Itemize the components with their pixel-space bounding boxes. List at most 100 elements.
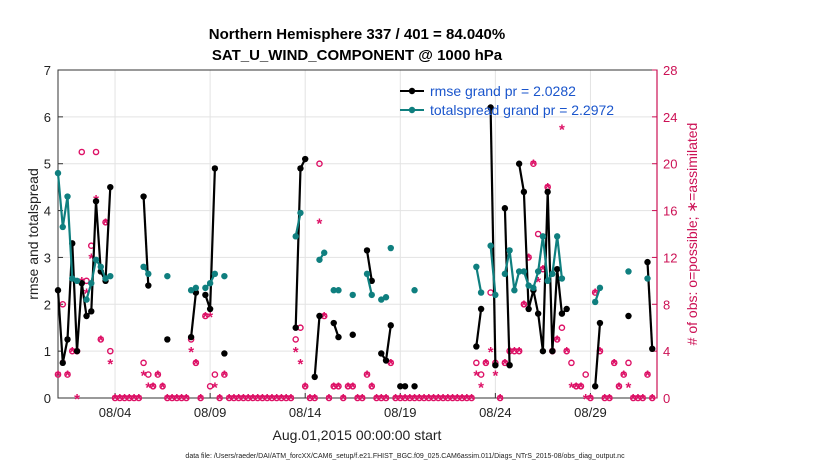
rmse-point-8-0	[330, 319, 337, 327]
spread-point-17-11	[553, 233, 561, 240]
obs-assimilated-marker-9: *	[98, 332, 104, 349]
obs-assimilated-marker-81: *	[440, 391, 446, 408]
rmse-point-12-1	[401, 383, 409, 390]
spread-point-2-0	[140, 263, 147, 270]
obs-assimilated-marker-28: *	[188, 344, 194, 361]
rmse-point-17-8	[553, 265, 561, 273]
rmse-point-4-0	[202, 291, 209, 299]
obs-assimilated-marker-56: *	[321, 309, 327, 326]
obs-assimilated-marker-15: *	[126, 391, 132, 408]
obs-assimilated-marker-43: *	[259, 391, 265, 408]
obs-possible-marker-123	[639, 394, 647, 402]
obs-assimilated-marker-52: *	[302, 379, 308, 396]
rmse-point-19-0	[625, 312, 632, 320]
obs-assimilated-marker-32: *	[207, 309, 213, 326]
rmse-point-0-1	[59, 359, 66, 367]
rmse-point-3-0	[187, 333, 195, 341]
obs-possible-marker-64	[358, 394, 366, 402]
obs-possible-marker-49	[287, 394, 295, 402]
spread-point-1-4	[102, 275, 109, 282]
rmse-point-17-6	[544, 188, 551, 196]
obs-possible-marker-118	[615, 382, 623, 390]
obs-assimilated-marker-125: *	[649, 391, 655, 408]
obs-assimilated-marker-51: *	[298, 356, 304, 373]
obs-possible-marker-29	[192, 359, 200, 367]
obs-assimilated-marker-60: *	[340, 391, 346, 408]
obs-assimilated-marker-54: *	[312, 391, 318, 408]
obs-possible-marker-117	[610, 359, 618, 367]
obs-assimilated-marker-110: *	[578, 379, 584, 396]
y-right-tick-label-5: 20	[663, 157, 677, 172]
y-axis-label: rmse and totalspread	[25, 168, 41, 300]
spread-point-17-8	[539, 233, 547, 240]
obs-possible-marker-100	[530, 160, 537, 168]
obs-assimilated-marker-77: *	[421, 391, 427, 408]
spread-point-17-9	[544, 277, 551, 285]
obs-possible-marker-108	[568, 359, 575, 367]
spread-line-11	[365, 273, 373, 296]
obs-assimilated-marker-25: *	[174, 391, 180, 408]
obs-assimilated-marker-27: *	[183, 391, 189, 408]
rmse-line-18	[594, 322, 602, 387]
obs-assimilated-marker-30: *	[198, 391, 204, 408]
obs-assimilated-marker-98: *	[521, 297, 527, 314]
obs-assimilated-marker-112: *	[588, 391, 594, 408]
obs-assimilated-marker-3: *	[69, 344, 75, 361]
obs-assimilated-marker-73: *	[402, 391, 408, 408]
obs-assimilated-marker-35: *	[221, 368, 227, 385]
rmse-point-20-0	[644, 258, 651, 266]
rmse-point-0-4	[73, 347, 81, 355]
obs-possible-marker-5	[78, 148, 86, 156]
obs-assimilated-marker-24: *	[169, 391, 175, 408]
obs-assimilated-marker-114: *	[597, 344, 603, 361]
obs-possible-marker-31	[202, 312, 209, 320]
obs-assimilated-marker-57: *	[326, 391, 332, 408]
rmse-point-0-8	[92, 198, 100, 205]
obs-assimilated-marker-39: *	[240, 391, 246, 408]
y-tick-label-6: 6	[44, 110, 51, 125]
obs-assimilated-marker-119: *	[621, 368, 627, 385]
rmse-point-14-0	[473, 343, 480, 350]
rmse-point-17-10	[563, 305, 570, 313]
obs-possible-marker-111	[582, 371, 589, 378]
obs-assimilated-marker-2: *	[65, 368, 71, 385]
obs-assimilated-marker-37: *	[231, 391, 237, 408]
spread-point-5-0	[202, 284, 209, 292]
obs-assimilated-marker-93: *	[497, 391, 503, 408]
obs-assimilated-marker-67: *	[374, 391, 380, 408]
x-tick-label-0: 08/04	[99, 405, 132, 420]
obs-possible-marker-110	[577, 382, 585, 390]
obs-assimilated-marker-80: *	[435, 391, 441, 408]
obs-possible-marker-87	[468, 394, 475, 402]
rmse-point-0-0	[54, 287, 62, 294]
obs-assimilated-marker-85: *	[459, 391, 465, 408]
obs-assimilated-marker-42: *	[255, 391, 261, 408]
legend-marker-rmse	[408, 87, 416, 95]
obs-assimilated-marker-33: *	[212, 379, 218, 396]
obs-assimilated-marker-88: *	[473, 368, 479, 385]
obs-assimilated-marker-68: *	[378, 391, 384, 408]
obs-assimilated-marker-91: *	[488, 344, 494, 361]
obs-possible-marker-57	[325, 394, 333, 402]
obs-possible-marker-59	[335, 382, 342, 390]
obs-assimilated-marker-16: *	[131, 391, 137, 408]
rmse-point-17-4	[534, 310, 542, 317]
rmse-point-0-2	[64, 336, 71, 343]
obs-possible-marker-19	[145, 371, 152, 378]
spread-point-8-1	[321, 249, 328, 256]
obs-assimilated-marker-23: *	[164, 391, 170, 408]
obs-assimilated-marker-50: *	[293, 344, 299, 361]
obs-possible-marker-22	[159, 382, 166, 390]
y-tick-label-5: 5	[44, 157, 51, 172]
rmse-point-0-5	[78, 280, 85, 287]
spread-point-3-0	[164, 272, 171, 280]
obs-possible-marker-106	[558, 324, 566, 332]
spread-point-20-0	[644, 275, 651, 282]
obs-assimilated-marker-76: *	[416, 391, 422, 408]
obs-assimilated-marker-99: *	[526, 250, 532, 267]
spread-point-1-1	[88, 280, 95, 287]
obs-possible-marker-1	[59, 300, 67, 308]
obs-assimilated-marker-74: *	[407, 391, 413, 408]
obs-assimilated-marker-44: *	[264, 391, 270, 408]
